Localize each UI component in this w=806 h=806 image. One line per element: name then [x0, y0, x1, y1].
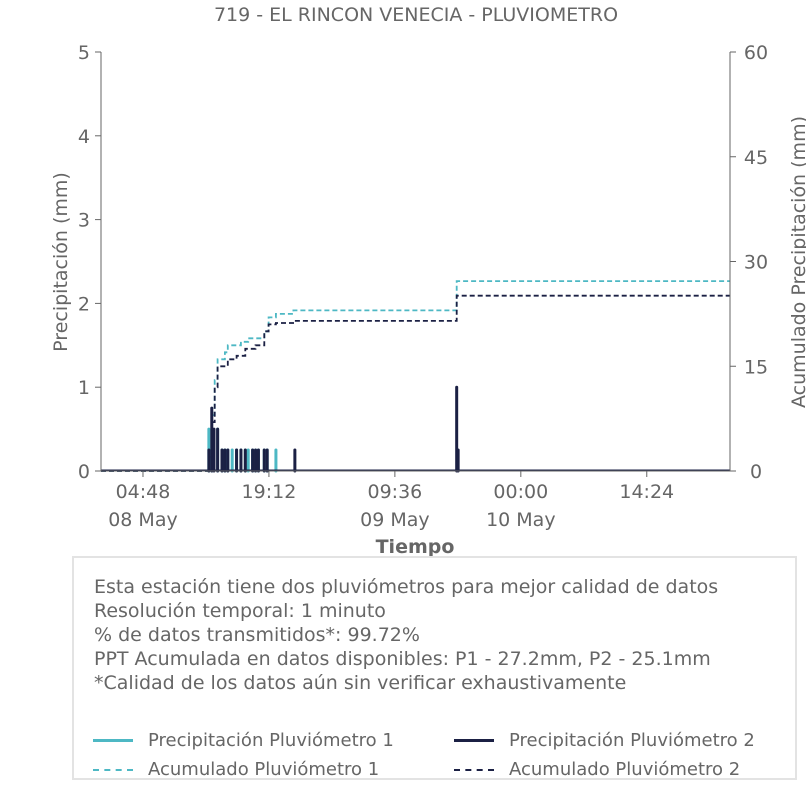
- info-line-quality: *Calidad de los datos aún sin verificar …: [94, 672, 627, 694]
- y-tick-label: 5: [78, 42, 90, 64]
- x-date-label: 10 May: [486, 509, 556, 531]
- y2-tick-label: 15: [744, 356, 768, 378]
- x-date-label: 08 May: [108, 509, 178, 531]
- series-line-acumulado-pluviómetro-1: [101, 280, 730, 472]
- legend-item-acc1: Acumulado Pluviómetro 1: [93, 759, 379, 780]
- x-tick-label: 00:00: [493, 481, 548, 503]
- legend-swatch-dashed-icon: [93, 768, 133, 771]
- y2-tick-label: 45: [744, 147, 768, 169]
- plot-area: [101, 280, 730, 473]
- x-tick-label: 19:12: [242, 481, 297, 503]
- y-axis-label: Precipitación (mm): [50, 172, 72, 352]
- legend-swatch-solid-icon: [454, 739, 494, 742]
- y-tick-label: 4: [78, 126, 90, 148]
- y2-tick-label: 30: [744, 252, 768, 274]
- legend-label: Acumulado Pluviómetro 1: [148, 759, 380, 780]
- x-tick-label: 04:48: [116, 481, 171, 503]
- rainfall-chart: 719 - EL RINCON VENECIA - PLUVIOMETRO 0 1…: [50, 4, 806, 556]
- legend-item-p1: Precipitación Pluviómetro 1: [93, 730, 394, 751]
- y-tick-label: 3: [78, 210, 90, 232]
- y2-axis-label: Acumulado Precipitación (mm): [788, 116, 806, 408]
- y-tick-label: 2: [78, 293, 90, 315]
- y-tick-label: 1: [78, 377, 90, 399]
- info-line-two-gauges: Esta estación tiene dos pluviómetros par…: [94, 576, 719, 598]
- y2-tick-label: 60: [744, 42, 768, 64]
- legend-label: Precipitación Pluviómetro 1: [148, 730, 394, 751]
- info-box: Esta estación tiene dos pluviómetros par…: [72, 556, 797, 780]
- chart-title: 719 - EL RINCON VENECIA - PLUVIOMETRO: [214, 4, 618, 26]
- legend-label: Acumulado Pluviómetro 2: [509, 759, 741, 780]
- x-tick-label: 09:36: [367, 481, 422, 503]
- info-lines: Esta estación tiene dos pluviómetros par…: [94, 575, 718, 695]
- x-tick-label: 14:24: [619, 481, 674, 503]
- legend-item-acc2: Acumulado Pluviómetro 2: [454, 759, 740, 780]
- legend-item-p2: Precipitación Pluviómetro 2: [454, 730, 755, 751]
- y2-tick-label: 0: [750, 461, 762, 483]
- legend-label: Precipitación Pluviómetro 2: [509, 730, 755, 751]
- info-line-transmitted: % de datos transmitidos*: 99.72%: [94, 624, 420, 646]
- legend-swatch-solid-icon: [93, 739, 133, 742]
- x-date-label: 09 May: [360, 509, 430, 531]
- info-line-resolution: Resolución temporal: 1 minuto: [94, 600, 386, 622]
- y-tick-label: 0: [78, 461, 90, 483]
- x-axis-label: Tiempo: [376, 536, 455, 556]
- legend-swatch-dashed-icon: [454, 768, 494, 771]
- info-line-accumulated: PPT Acumulada en datos disponibles: P1 -…: [94, 648, 711, 670]
- series-line-acumulado-pluviómetro-2: [101, 294, 730, 472]
